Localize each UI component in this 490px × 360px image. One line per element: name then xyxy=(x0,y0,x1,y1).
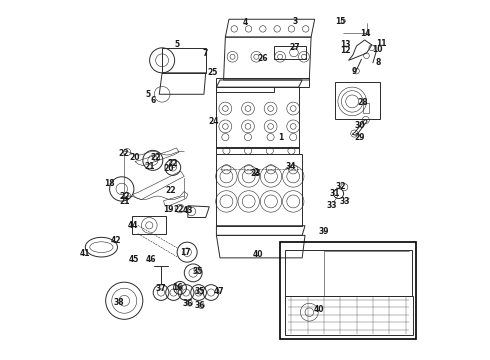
Bar xyxy=(363,103,369,113)
Text: 22: 22 xyxy=(119,192,129,201)
Text: 13: 13 xyxy=(340,40,350,49)
Text: 11: 11 xyxy=(376,39,387,48)
Text: 17: 17 xyxy=(180,248,190,257)
Text: 12: 12 xyxy=(341,46,351,55)
Text: 31: 31 xyxy=(329,189,340,198)
Text: 14: 14 xyxy=(361,29,371,38)
Text: 44: 44 xyxy=(127,221,138,230)
Text: 1: 1 xyxy=(278,132,283,141)
Text: 7: 7 xyxy=(202,49,208,58)
Text: 29: 29 xyxy=(355,133,365,142)
Text: 35: 35 xyxy=(193,267,203,276)
Text: 6: 6 xyxy=(151,96,156,105)
Text: 46: 46 xyxy=(146,255,157,264)
Text: 33: 33 xyxy=(326,201,337,210)
Text: 9: 9 xyxy=(352,67,357,76)
Text: 22: 22 xyxy=(118,149,129,158)
Text: 10: 10 xyxy=(372,45,382,54)
Text: 22: 22 xyxy=(166,186,176,195)
Text: 40: 40 xyxy=(314,305,324,314)
Bar xyxy=(335,82,380,118)
Text: 43: 43 xyxy=(183,206,193,215)
Text: 22: 22 xyxy=(150,153,161,162)
Text: 36: 36 xyxy=(183,299,193,308)
Text: 30: 30 xyxy=(355,121,365,130)
Text: 5: 5 xyxy=(174,40,180,49)
Text: 19: 19 xyxy=(163,205,173,214)
Text: 24: 24 xyxy=(208,117,219,126)
Text: 5: 5 xyxy=(145,90,150,99)
Text: 28: 28 xyxy=(358,98,368,107)
Text: 42: 42 xyxy=(110,235,121,244)
Text: 35: 35 xyxy=(194,287,204,296)
Text: 15: 15 xyxy=(336,17,346,26)
Text: 2: 2 xyxy=(253,168,258,177)
Text: 34: 34 xyxy=(286,162,296,171)
Text: 3: 3 xyxy=(293,17,297,26)
Text: 20: 20 xyxy=(130,153,140,162)
Text: 22: 22 xyxy=(168,159,178,168)
Text: 40: 40 xyxy=(252,250,263,259)
Text: 22: 22 xyxy=(173,205,184,214)
Text: 41: 41 xyxy=(80,249,90,258)
Text: 26: 26 xyxy=(257,54,268,63)
Text: 32: 32 xyxy=(336,182,346,191)
Text: 20: 20 xyxy=(163,164,174,173)
Text: 23: 23 xyxy=(250,169,261,178)
Text: 16: 16 xyxy=(172,283,182,292)
Bar xyxy=(285,249,412,296)
Text: 39: 39 xyxy=(318,227,329,236)
Text: 47: 47 xyxy=(214,287,224,296)
Text: 38: 38 xyxy=(114,298,124,307)
Text: 18: 18 xyxy=(104,179,115,188)
Text: 21: 21 xyxy=(144,162,154,171)
Text: 25: 25 xyxy=(207,68,218,77)
Bar xyxy=(280,242,416,339)
Text: 27: 27 xyxy=(289,43,299,52)
Text: 37: 37 xyxy=(156,284,167,293)
Text: 36: 36 xyxy=(194,301,204,310)
Text: 8: 8 xyxy=(375,58,381,67)
Text: 4: 4 xyxy=(243,18,247,27)
Text: 33: 33 xyxy=(339,197,349,206)
Text: 21: 21 xyxy=(119,197,129,206)
Text: 45: 45 xyxy=(128,255,139,264)
